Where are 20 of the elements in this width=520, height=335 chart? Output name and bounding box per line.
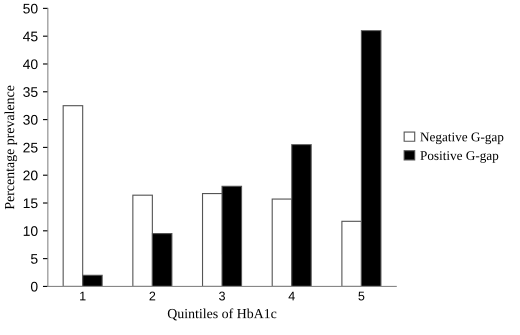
- y-tick-label: 40: [22, 59, 38, 70]
- y-tick-label: 30: [23, 114, 38, 125]
- y-tick-label: 25: [23, 142, 38, 153]
- y-tick-label: 20: [23, 170, 38, 180]
- y-tick-label: 10: [24, 226, 38, 236]
- legend-label: Negative G-gap: [420, 132, 504, 144]
- y-tick-label: 50: [23, 4, 38, 14]
- y-tick-label: 45: [22, 32, 38, 42]
- x-tick-label: 5: [358, 292, 364, 300]
- x-tick-label: 3: [219, 292, 225, 300]
- y-tick-label: 5: [30, 254, 38, 264]
- y-tick-label: 15: [24, 198, 38, 208]
- y-tick-label: 0: [30, 282, 38, 292]
- x-axis-title: Quintiles of HbA1c: [168, 308, 276, 320]
- x-tick-label: 2: [150, 292, 156, 300]
- x-tick-label: 4: [288, 292, 295, 300]
- y-axis-title: Percentage prevalence: [4, 86, 18, 210]
- y-tick-label: 35: [23, 87, 38, 97]
- x-tick-label: 1: [80, 292, 86, 300]
- legend-label: Positive G-gap: [420, 151, 498, 163]
